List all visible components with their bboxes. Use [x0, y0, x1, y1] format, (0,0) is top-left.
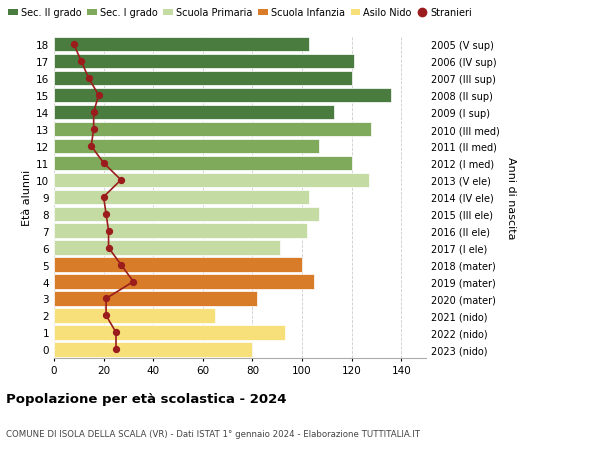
- Point: [101, 211, 111, 218]
- Point: [99, 160, 109, 167]
- Legend: Sec. II grado, Sec. I grado, Scuola Primaria, Scuola Infanzia, Asilo Nido, Stran: Sec. II grado, Sec. I grado, Scuola Prim…: [4, 5, 476, 22]
- Bar: [54, 291, 257, 306]
- Point: [104, 228, 113, 235]
- Point: [84, 75, 94, 83]
- Bar: [54, 157, 352, 171]
- Bar: [54, 325, 284, 340]
- Bar: [54, 308, 215, 323]
- Bar: [54, 173, 369, 188]
- Y-axis label: Anni di nascita: Anni di nascita: [506, 156, 516, 239]
- Bar: [54, 224, 307, 238]
- Bar: [54, 72, 352, 86]
- Point: [89, 109, 98, 117]
- Bar: [54, 190, 310, 205]
- Point: [116, 261, 126, 269]
- Bar: [54, 241, 280, 255]
- Bar: [54, 55, 354, 69]
- Point: [111, 346, 121, 353]
- Bar: [54, 38, 310, 52]
- Bar: [54, 89, 391, 103]
- Point: [111, 329, 121, 336]
- Bar: [54, 106, 334, 120]
- Point: [86, 143, 96, 150]
- Bar: [54, 258, 302, 272]
- Bar: [54, 123, 371, 137]
- Point: [101, 295, 111, 302]
- Bar: [54, 342, 253, 357]
- Point: [101, 312, 111, 319]
- Point: [128, 278, 138, 285]
- Bar: [54, 207, 319, 221]
- Bar: [54, 140, 319, 154]
- Point: [76, 58, 86, 66]
- Text: COMUNE DI ISOLA DELLA SCALA (VR) - Dati ISTAT 1° gennaio 2024 - Elaborazione TUT: COMUNE DI ISOLA DELLA SCALA (VR) - Dati …: [6, 429, 420, 438]
- Point: [99, 194, 109, 201]
- Point: [104, 245, 113, 252]
- Point: [94, 92, 103, 100]
- Point: [69, 41, 79, 49]
- Bar: [54, 275, 314, 289]
- Y-axis label: Età alunni: Età alunni: [22, 169, 32, 225]
- Text: Popolazione per età scolastica - 2024: Popolazione per età scolastica - 2024: [6, 392, 287, 405]
- Point: [116, 177, 126, 184]
- Point: [89, 126, 98, 134]
